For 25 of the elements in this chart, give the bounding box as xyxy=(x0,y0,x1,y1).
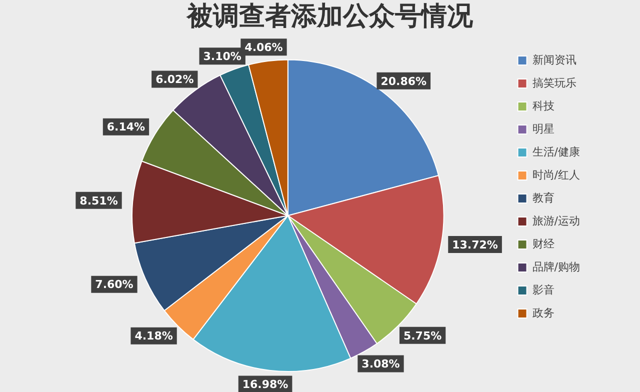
data-label: 5.75% xyxy=(403,329,442,342)
legend-label: 科技 xyxy=(532,99,554,112)
legend-label: 财经 xyxy=(532,237,554,250)
data-label: 6.02% xyxy=(156,73,194,86)
legend-label: 品牌/购物 xyxy=(532,260,580,274)
data-label: 7.60% xyxy=(95,278,134,292)
legend-label: 教育 xyxy=(532,191,554,204)
data-label: 4.06% xyxy=(244,40,283,54)
legend-label: 新闻资讯 xyxy=(532,53,576,66)
legend-label: 旅游/运动 xyxy=(532,214,580,228)
chart-title: 被调查者添加公众号情况 xyxy=(186,1,474,32)
legend-label: 搞笑玩乐 xyxy=(532,76,576,90)
legend-label: 政务 xyxy=(532,306,554,320)
legend-label: 明星 xyxy=(532,122,554,136)
data-label: 4.18% xyxy=(134,330,173,343)
data-label: 16.98% xyxy=(242,378,288,392)
data-label: 8.51% xyxy=(80,194,118,208)
legend-label: 影音 xyxy=(532,283,554,296)
legend-label: 时尚/红人 xyxy=(532,168,580,182)
data-label: 6.14% xyxy=(106,120,146,134)
data-label: 3.10% xyxy=(203,50,242,64)
data-label: 20.86% xyxy=(380,74,427,88)
legend-label: 生活/健康 xyxy=(532,145,580,158)
data-label: 13.72% xyxy=(452,238,498,252)
data-label: 3.08% xyxy=(362,358,400,371)
